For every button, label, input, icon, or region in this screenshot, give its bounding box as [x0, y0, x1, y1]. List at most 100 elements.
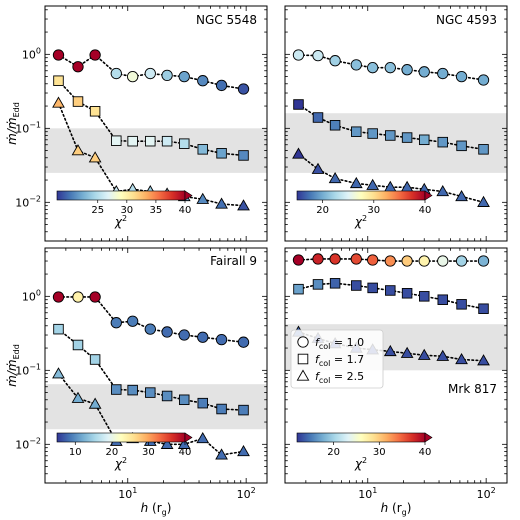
data-point-circle — [197, 331, 209, 343]
panels-layer: 10−2 10−1 100 NGC 5548 25 30 35 40 χ2 ṁ/ṁEdd NGC 4… — [5, 5, 508, 517]
x-tick-label: 102 — [237, 486, 256, 501]
data-point-circle — [161, 69, 173, 81]
data-point-circle — [161, 326, 173, 338]
data-point-square — [385, 285, 396, 296]
data-point-circle — [127, 70, 139, 83]
data-point-square — [456, 140, 467, 152]
data-point-square — [401, 288, 413, 299]
data-point-triangle — [292, 147, 305, 159]
data-point-square — [53, 323, 64, 335]
panel-title: Mrk 817 — [448, 382, 497, 396]
colorbar-tick-label: 40 — [179, 205, 192, 216]
data-point-triangle — [349, 176, 363, 189]
colorbar-tick-label: 30 — [367, 205, 380, 216]
legend-entry: fcol = 1.0 — [315, 336, 364, 351]
data-point-triangle — [400, 346, 414, 358]
data-point-triangle — [237, 444, 250, 457]
data-point-triangle — [237, 199, 250, 211]
data-point-circle — [312, 253, 324, 265]
colorbar-label: χ2 — [354, 456, 367, 471]
y-tick-label: 10−2 — [15, 436, 41, 451]
colorbar-tick-label: 30 — [373, 447, 386, 458]
data-point-circle — [437, 67, 449, 80]
colorbar-tick-label: 40 — [419, 205, 432, 216]
colorbar: 25 30 35 40 χ2 — [56, 190, 193, 229]
shaded-band — [45, 128, 267, 173]
legend-frame — [290, 329, 384, 389]
legend-marker-square — [297, 353, 309, 365]
data-point-square — [367, 282, 378, 294]
data-point-square — [401, 132, 413, 143]
y-tick-label: 100 — [22, 46, 41, 61]
data-point-square — [178, 138, 190, 149]
data-point-square — [293, 283, 304, 295]
data-point-circle — [215, 79, 228, 92]
colorbar-tick-label: 35 — [150, 205, 163, 216]
data-point-circle — [455, 255, 468, 267]
data-point-square — [456, 299, 467, 310]
data-point-triangle — [311, 162, 325, 174]
colorbar-tick-label: 30 — [120, 205, 133, 216]
data-point-square — [293, 99, 304, 110]
data-point-circle — [215, 333, 228, 346]
data-point-circle — [89, 49, 101, 61]
data-point-circle — [144, 323, 156, 335]
colorbar: 20 30 40 χ2 — [296, 432, 433, 471]
colorbar: 20 30 40 χ2 — [296, 190, 433, 229]
data-point-square — [329, 120, 341, 131]
data-point-square — [145, 387, 156, 398]
data-point-triangle — [52, 367, 65, 379]
data-point-square — [437, 136, 449, 148]
y-tick-label: 10−1 — [15, 362, 41, 377]
data-point-circle — [418, 255, 430, 267]
panel-2: NGC 4593 20 30 40 χ2 — [284, 5, 508, 242]
data-point-triangle — [71, 144, 85, 156]
colorbar-extend-arrow — [184, 190, 193, 201]
legend-marker-triangle — [296, 369, 310, 381]
data-point-square — [111, 384, 122, 395]
data-point-triangle — [196, 431, 210, 444]
data-point-triangle — [436, 184, 450, 197]
data-point-square — [312, 279, 324, 290]
data-point-square — [437, 294, 449, 305]
colorbar-gradient — [56, 190, 186, 201]
data-point-square — [111, 135, 122, 146]
panel-frame — [44, 247, 268, 484]
y-axis-label: ṁ/ṁEdd — [5, 102, 21, 145]
data-point-triangle — [417, 348, 431, 360]
data-point-square — [329, 278, 341, 289]
data-point-circle — [178, 329, 190, 341]
data-point-triangle — [88, 397, 102, 409]
data-point-square — [418, 134, 430, 146]
colorbar-tick-label: 25 — [91, 205, 104, 216]
data-point-triangle — [88, 151, 102, 163]
x-tick-label: 101 — [358, 486, 377, 501]
data-point-circle — [455, 70, 468, 83]
data-point-circle — [110, 317, 122, 329]
data-point-triangle — [215, 448, 228, 460]
colorbar-gradient — [296, 190, 426, 201]
data-point-triangle — [477, 195, 490, 207]
data-point-square — [72, 339, 84, 351]
colorbar-tick-label: 40 — [419, 447, 432, 458]
data-point-square — [89, 354, 101, 365]
data-point-square — [145, 135, 156, 147]
data-point-square — [161, 135, 173, 147]
data-point-square — [197, 144, 209, 155]
panel-title: NGC 4593 — [436, 13, 497, 27]
y-tick-label: 10−1 — [15, 120, 41, 135]
data-point-square — [127, 135, 138, 147]
y-axis-label: ṁ/ṁEdd — [5, 344, 21, 387]
data-point-square — [478, 144, 489, 155]
colorbar-tick-label: 20 — [316, 205, 329, 216]
legend-marker-circle — [297, 336, 309, 348]
colorbar-tick-label: 20 — [105, 447, 118, 458]
data-point-square — [385, 130, 396, 141]
data-point-circle — [237, 83, 250, 95]
colorbar-tick-label: 20 — [327, 447, 340, 458]
series-line-circle — [57, 296, 245, 343]
colorbar-gradient — [56, 432, 186, 443]
colorbar-tick-label: 10 — [69, 447, 82, 458]
